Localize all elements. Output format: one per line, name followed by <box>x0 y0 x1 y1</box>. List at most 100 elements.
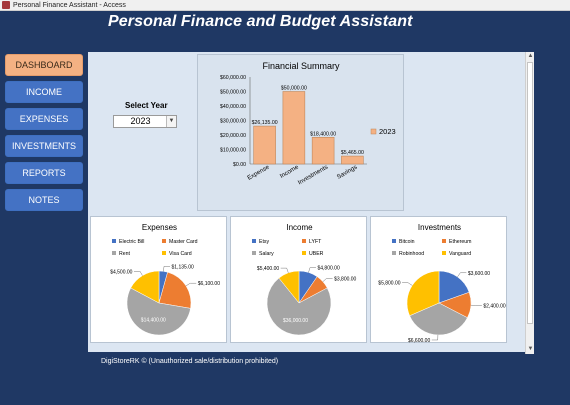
year-select-value: 2023 <box>130 116 151 126</box>
legend-label: Robinhood <box>399 251 424 257</box>
select-year-label: Select Year <box>125 101 168 110</box>
legend-swatch <box>442 239 446 243</box>
expenses-chart-panel: Expenses Electric Bill Master Card Rent Visa… <box>90 216 227 343</box>
bar-value-label: $18,400.00 <box>310 131 336 137</box>
pie-slice-rent <box>126 287 191 336</box>
expenses-pie-svg: Expenses Electric Bill Master Card Rent Visa… <box>110 223 220 336</box>
pie-leader-line <box>457 272 467 278</box>
legend-swatch <box>302 239 306 243</box>
access-app-icon <box>2 1 10 9</box>
window-title: Personal Finance Assistant - Access <box>13 1 126 9</box>
legend-label: 2023 <box>379 127 396 136</box>
legend-swatch <box>252 251 256 255</box>
legend-swatch <box>162 251 166 255</box>
legend-label: Etsy <box>259 239 269 245</box>
nav-menu: DASHBOARD INCOME EXPENSES INVESTMENTS RE… <box>5 54 83 216</box>
y-tick-label: $20,000.00 <box>220 133 246 139</box>
financial-summary-svg: Financial Summary $0.00 $10,000.00 $20,000.… <box>220 61 396 187</box>
chevron-down-icon[interactable]: ▼ <box>166 116 176 127</box>
pie-slice-bitcoin <box>438 270 470 304</box>
pie-value-label: $6,600.00 <box>408 338 430 344</box>
investments-pie-svg: Investments Bitcoin Ethereum Robinhood Vangu… <box>378 223 506 344</box>
legend-swatch <box>252 239 256 243</box>
legend-swatch <box>370 128 377 135</box>
nav-dashboard-button[interactable]: DASHBOARD <box>5 54 83 76</box>
pie-value-label: $1,135.00 <box>172 264 194 270</box>
bar-value-label: $50,000.00 <box>281 86 307 92</box>
income-pie-svg: Income Etsy LYFT Salary UBER $4,800.00 $3,800.… <box>252 223 357 336</box>
pie-title: Investments <box>418 223 461 232</box>
pie-value-label: $14,400.00 <box>141 318 166 324</box>
x-tick-label: Expense <box>246 163 271 181</box>
window-titlebar: Personal Finance Assistant - Access <box>0 0 570 11</box>
nav-investments-button[interactable]: INVESTMENTS <box>5 135 83 157</box>
pie-leader-line <box>133 271 143 276</box>
legend-label: Ethereum <box>449 239 472 245</box>
bar-income <box>282 91 306 165</box>
y-tick-label: $10,000.00 <box>220 148 246 154</box>
legend-swatch <box>162 239 166 243</box>
legend-label: Salary <box>259 251 274 257</box>
pie-title: Expenses <box>142 223 177 232</box>
pie-slice-robinhood <box>409 302 468 336</box>
y-tick-label: $50,000.00 <box>220 90 246 96</box>
pie-leader-line <box>163 266 171 272</box>
nav-expenses-button[interactable]: EXPENSES <box>5 108 83 130</box>
scroll-up-icon[interactable]: ▲ <box>527 53 534 59</box>
nav-income-button[interactable]: INCOME <box>5 81 83 103</box>
footer-copyright: DigiStoreRK © (Unauthorized sale/distrib… <box>101 358 279 365</box>
pie-value-label: $36,000.00 <box>283 318 308 324</box>
legend-label: Vanguard <box>449 251 471 257</box>
pie-value-label: $2,400.00 <box>483 304 505 310</box>
pie-slice-salary <box>266 277 332 336</box>
legend-swatch <box>392 239 396 243</box>
y-tick-label: $60,000.00 <box>220 75 246 81</box>
legend-label: LYFT <box>309 239 322 245</box>
chart-title: Financial Summary <box>262 61 340 71</box>
vertical-scrollbar[interactable]: ▲ ▼ <box>525 52 534 354</box>
legend-swatch <box>112 251 116 255</box>
nav-notes-button[interactable]: NOTES <box>5 189 83 211</box>
legend-label: Rent <box>119 251 131 257</box>
pie-slice-uber <box>278 270 300 304</box>
pie-value-label: $3,800.00 <box>334 276 356 282</box>
legend-swatch <box>302 251 306 255</box>
legend-swatch <box>112 239 116 243</box>
pie-value-label: $4,800.00 <box>317 266 339 272</box>
legend-label: Master Card <box>169 239 198 245</box>
legend-label: Electric Bill <box>119 239 144 245</box>
scroll-thumb[interactable] <box>527 62 533 324</box>
pie-leader-line <box>185 282 197 287</box>
y-tick-label: $0.00 <box>233 162 246 168</box>
pie-leader-line <box>308 267 316 273</box>
scroll-down-icon[interactable]: ▼ <box>527 346 534 352</box>
pie-value-label: $6,100.00 <box>198 281 220 287</box>
bar-expense <box>253 125 276 165</box>
financial-summary-chart: Financial Summary $0.00 $10,000.00 $20,000.… <box>197 54 404 211</box>
x-tick-label: Income <box>279 163 301 179</box>
year-select[interactable]: 2023 ▼ <box>113 115 177 128</box>
pie-leader-line <box>431 334 439 341</box>
legend-label: UBER <box>309 251 324 257</box>
pie-value-label: $5,400.00 <box>257 266 279 272</box>
investments-chart-panel: Investments Bitcoin Ethereum Robinhood Vangu… <box>370 216 507 344</box>
nav-reports-button[interactable]: REPORTS <box>5 162 83 184</box>
pie-title: Income <box>286 223 313 232</box>
pie-slice-visa-card <box>130 270 160 304</box>
pie-leader-line <box>322 278 333 282</box>
y-tick-label: $40,000.00 <box>220 104 246 110</box>
x-tick-label: Investments <box>297 164 329 187</box>
bar-savings <box>341 155 364 165</box>
pie-value-label: $4,500.00 <box>110 269 132 275</box>
pie-leader-line <box>402 282 413 286</box>
legend-label: Visa Card <box>169 251 192 257</box>
pie-value-label: $5,800.00 <box>378 281 400 287</box>
pie-value-label: $3,600.00 <box>468 271 490 277</box>
legend-swatch <box>442 251 446 255</box>
bar-value-label: $5,465.00 <box>341 150 364 156</box>
app-title: Personal Finance and Budget Assistant <box>108 13 413 30</box>
x-tick-label: Savings <box>336 164 359 181</box>
income-chart-panel: Income Etsy LYFT Salary UBER $4,800.00 $3,800.… <box>230 216 367 343</box>
legend-swatch <box>392 251 396 255</box>
bar-investments <box>311 137 335 165</box>
